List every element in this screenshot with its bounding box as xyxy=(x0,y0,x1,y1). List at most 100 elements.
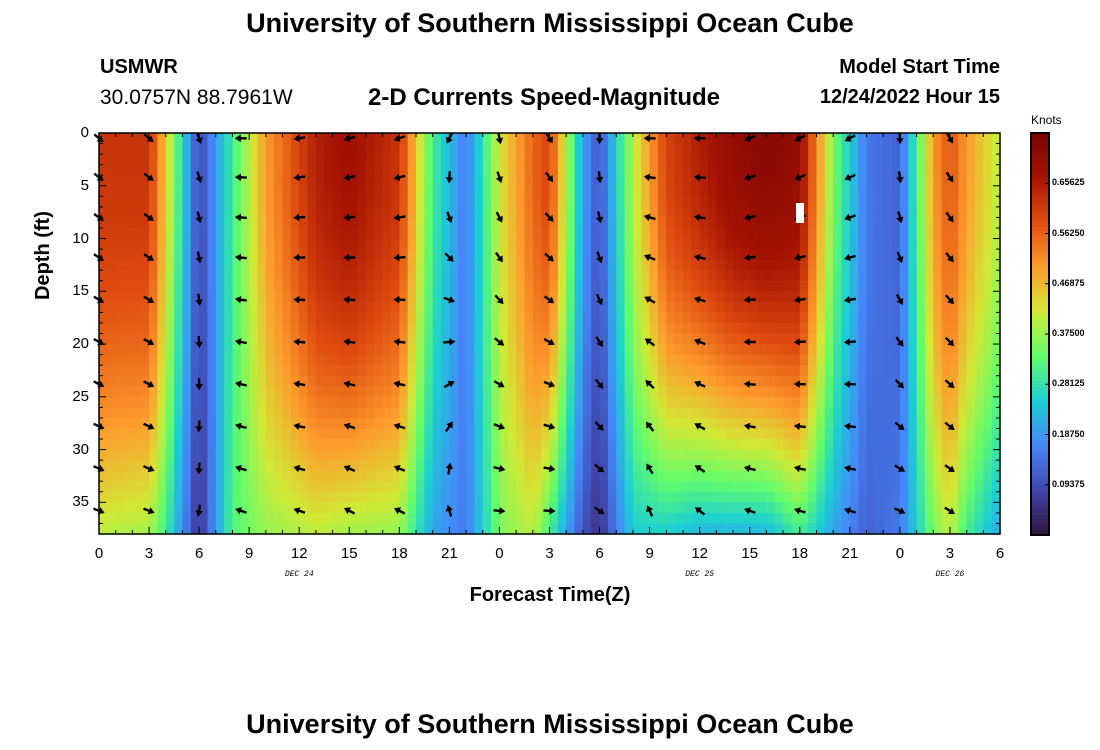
heatmap-cell xyxy=(474,523,484,535)
heatmap-cell xyxy=(224,502,234,514)
heatmap-cell xyxy=(974,396,984,408)
heatmap-cell xyxy=(974,238,984,250)
heatmap-cell xyxy=(766,491,776,503)
heatmap-cell xyxy=(482,417,492,430)
heatmap-cell xyxy=(140,396,150,408)
y-tick-label: 25 xyxy=(72,387,89,405)
heatmap-cell xyxy=(215,333,225,345)
heatmap-cell xyxy=(591,133,601,145)
heatmap-cell xyxy=(591,481,601,493)
heatmap-cell xyxy=(165,206,175,219)
heatmap-cell xyxy=(174,439,184,451)
heatmap-cell xyxy=(107,217,117,229)
heatmap-cell xyxy=(407,407,417,419)
heatmap-cell xyxy=(140,227,150,240)
heatmap-cell xyxy=(599,217,609,229)
heatmap-cell xyxy=(874,523,884,535)
heatmap-cell xyxy=(883,386,893,398)
heatmap-cell xyxy=(132,270,142,282)
heatmap-cell xyxy=(407,502,417,514)
heatmap-cell xyxy=(240,196,250,208)
heatmap-cell xyxy=(449,512,459,525)
heatmap-cell xyxy=(307,439,317,451)
heatmap-cell xyxy=(441,512,450,525)
heatmap-cell xyxy=(507,491,517,503)
heatmap-cell xyxy=(149,312,158,324)
heatmap-cell xyxy=(199,312,209,324)
heatmap-cell xyxy=(866,396,876,408)
heatmap-cell xyxy=(416,502,425,514)
heatmap-cell xyxy=(424,227,434,240)
heatmap-cell xyxy=(474,322,484,335)
heatmap-cell xyxy=(199,270,209,282)
heatmap-cell xyxy=(908,491,918,503)
current-arrow xyxy=(495,171,503,183)
heatmap-cell xyxy=(674,407,684,419)
heatmap-cell xyxy=(858,164,868,176)
heatmap-cell xyxy=(215,164,225,176)
heatmap-cell xyxy=(716,417,726,430)
heatmap-cell xyxy=(365,280,375,292)
heatmap-cell xyxy=(908,322,918,335)
heatmap-cell xyxy=(632,217,642,229)
heatmap-cell xyxy=(824,312,834,324)
colorbar-swatch xyxy=(1031,290,1049,295)
heatmap-cell xyxy=(808,502,818,514)
x-axis-label: Forecast Time(Z) xyxy=(469,584,631,606)
heatmap-cell xyxy=(399,291,409,303)
heatmap-cell xyxy=(749,143,759,155)
heatmap-cell xyxy=(774,238,784,250)
colorbar-swatch xyxy=(1031,206,1049,211)
heatmap-cell xyxy=(824,386,834,398)
heatmap-cell xyxy=(733,164,742,176)
colorbar-swatch xyxy=(1031,491,1049,496)
heatmap-cell xyxy=(791,301,801,313)
heatmap-cell xyxy=(974,154,984,166)
heatmap-cell xyxy=(416,143,425,155)
heatmap-cell xyxy=(874,512,884,525)
colorbar-tick-label: 0.28125 xyxy=(1052,378,1085,389)
heatmap-cell xyxy=(190,481,200,493)
heatmap-cell xyxy=(641,481,651,493)
heatmap-cell xyxy=(382,301,392,313)
heatmap-cell xyxy=(808,375,818,387)
heatmap-cell xyxy=(315,164,325,176)
heatmap-cell xyxy=(858,523,868,535)
heatmap-cell xyxy=(974,301,984,313)
heatmap-cell xyxy=(99,143,108,155)
heatmap-cell xyxy=(432,512,442,525)
current-arrow xyxy=(195,420,203,433)
heatmap-cell xyxy=(257,512,267,525)
heatmap-cell xyxy=(874,227,884,240)
heatmap-cell xyxy=(758,143,767,155)
heatmap-cell xyxy=(557,333,567,345)
heatmap-cell xyxy=(215,396,225,408)
heatmap-cell xyxy=(307,206,317,219)
heatmap-cell xyxy=(466,512,476,525)
heatmap-cell xyxy=(991,386,1001,398)
heatmap-cell xyxy=(808,249,818,261)
heatmap-cell xyxy=(174,143,184,155)
heatmap-cell xyxy=(140,344,150,356)
heatmap-cell xyxy=(632,386,642,398)
heatmap-cell xyxy=(115,164,125,176)
heatmap-cell xyxy=(699,280,709,292)
heatmap-cell xyxy=(424,249,434,261)
heatmap-cell xyxy=(783,206,793,219)
current-arrow xyxy=(143,172,154,181)
heatmap-cell xyxy=(566,238,576,250)
heatmap-cell xyxy=(607,280,617,292)
heatmap-cell xyxy=(991,344,1001,356)
heatmap-cell xyxy=(816,312,826,324)
current-arrow xyxy=(743,380,756,388)
heatmap-cell xyxy=(315,512,325,525)
heatmap-cell xyxy=(249,407,259,419)
heatmap-cell xyxy=(324,280,334,292)
heatmap-cell xyxy=(416,470,425,482)
heatmap-cell xyxy=(941,365,951,377)
heatmap-cell xyxy=(657,439,667,451)
heatmap-cell xyxy=(207,238,217,250)
heatmap-cell xyxy=(441,449,450,461)
x-tick-label: 0 xyxy=(495,545,504,562)
heatmap-cell xyxy=(649,386,659,398)
